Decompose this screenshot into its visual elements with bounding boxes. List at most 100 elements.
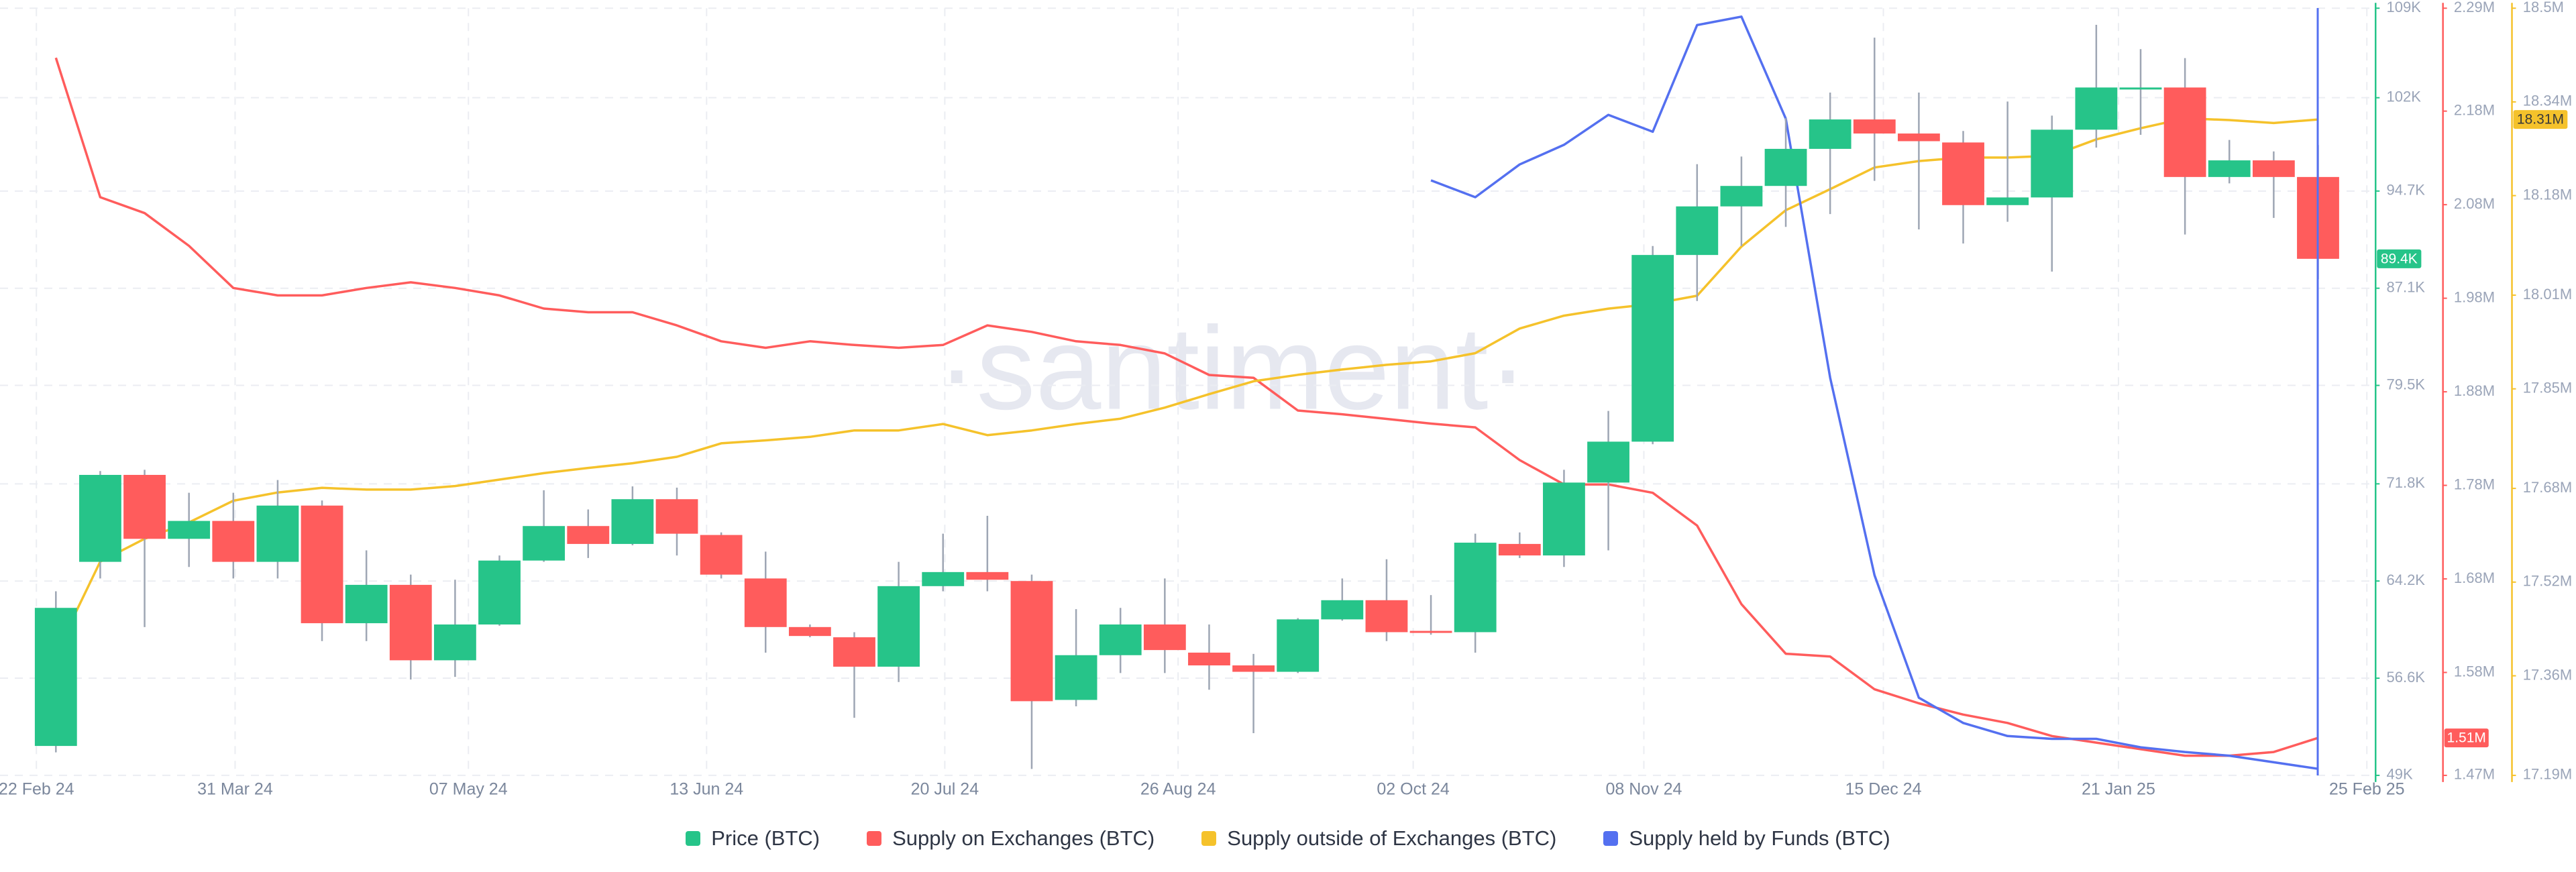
legend-swatch <box>1603 831 1619 846</box>
candle-body <box>1498 543 1541 556</box>
candle-body <box>966 571 1009 580</box>
candle-body <box>611 499 654 544</box>
candle-body <box>1365 600 1408 633</box>
legend: Price (BTC) Supply on Exchanges (BTC) Supp… <box>0 820 2576 857</box>
y-tick-label: 18.01M <box>2523 286 2572 303</box>
candle-body <box>1897 133 1940 142</box>
legend-item[interactable]: Supply outside of Exchanges (BTC) <box>1201 826 1556 851</box>
x-tick-label: 31 Mar 24 <box>197 780 273 799</box>
candle-body <box>212 521 255 562</box>
y-tick-label: 17.36M <box>2523 666 2572 683</box>
watermark: ·santiment· <box>937 303 1527 434</box>
candle-body <box>123 474 166 539</box>
y-tick-label: 2.29M <box>2454 0 2495 15</box>
y-tick-label: 79.5K <box>2386 376 2425 392</box>
last-value-badge <box>2377 249 2422 268</box>
candle-body <box>877 586 920 667</box>
x-tick-label: 13 Jun 24 <box>669 780 743 799</box>
y-tick-label: 71.8K <box>2386 474 2425 491</box>
candle-body <box>2075 87 2118 130</box>
y-tick-label: 17.52M <box>2523 573 2572 590</box>
y-tick-label: 1.68M <box>2454 569 2495 586</box>
lines <box>54 15 2319 770</box>
candle-body <box>1232 665 1275 672</box>
last-value-badge <box>2444 728 2489 748</box>
candle-body <box>1676 206 1719 256</box>
candle-body <box>2119 87 2162 90</box>
y-tick-label: 1.58M <box>2454 663 2495 679</box>
candle-body <box>478 560 521 625</box>
candle-body <box>2252 160 2295 177</box>
y-tick-label: 18.18M <box>2523 186 2572 203</box>
candle-body <box>655 499 698 534</box>
y-tick-label: 18.5M <box>2523 0 2564 15</box>
x-tick-label: 15 Dec 24 <box>1845 780 1922 799</box>
candle-body <box>389 584 432 661</box>
candle-body <box>1454 543 1497 633</box>
candle-body <box>1942 142 1984 205</box>
y-tick-label: 87.1K <box>2386 279 2425 296</box>
x-tick-label: 22 Feb 24 <box>0 780 74 799</box>
candle-body <box>1409 631 1452 633</box>
last-value-label: 18.31M <box>2517 112 2564 127</box>
candle-body <box>1010 581 1053 702</box>
candle-body <box>1809 119 1851 149</box>
candle-body <box>1099 624 1142 655</box>
y-tick-label: 56.6K <box>2386 669 2425 686</box>
last-value-badge <box>2513 110 2568 129</box>
legend-label: Supply on Exchanges (BTC) <box>892 826 1155 850</box>
candle-body <box>700 535 743 575</box>
candle-body <box>2031 129 2074 198</box>
x-tick-label: 02 Oct 24 <box>1377 780 1449 799</box>
x-tick-label: 25 Feb 25 <box>2329 780 2405 799</box>
y-tick-label: 2.18M <box>2454 101 2495 118</box>
candle-body <box>1587 441 1629 483</box>
y-tick-label: 64.2K <box>2386 571 2425 588</box>
candle-body <box>1853 119 1896 134</box>
series-line <box>54 57 2319 757</box>
y-tick-label: 17.85M <box>2523 380 2572 396</box>
y-tick-label: 2.08M <box>2454 195 2495 212</box>
candle-body <box>922 571 965 586</box>
y-tick-label: 49K <box>2386 766 2412 783</box>
series-line <box>1430 15 2318 770</box>
x-tick-label: 26 Aug 24 <box>1140 780 1216 799</box>
candle-body <box>1055 655 1097 700</box>
y-tick-label: 1.78M <box>2454 476 2495 492</box>
candle-body <box>1188 652 1230 666</box>
legend-item[interactable]: Supply held by Funds (BTC) <box>1603 826 1890 851</box>
candle-body <box>79 474 121 562</box>
candle-body <box>523 526 566 561</box>
candle-body <box>788 626 831 637</box>
axes: 22 Feb 24 31 Mar 24 07 May 24 13 Jun 24 20 J… <box>0 0 2572 799</box>
last-value-label: 1.51M <box>2447 730 2486 746</box>
grid <box>0 7 2374 776</box>
candle-body <box>1986 197 2029 205</box>
series-line <box>54 117 2318 655</box>
candle-body <box>1277 619 1320 672</box>
candle-body <box>833 637 875 667</box>
legend-item[interactable]: Supply on Exchanges (BTC) <box>867 826 1155 851</box>
x-tick-label: 07 May 24 <box>429 780 508 799</box>
candle-body <box>2208 160 2251 177</box>
y-tick-label: 1.98M <box>2454 288 2495 305</box>
candle-body <box>744 578 787 627</box>
legend-label: Supply outside of Exchanges (BTC) <box>1227 826 1557 850</box>
y-tick-label: 17.68M <box>2523 479 2572 496</box>
legend-label: Supply held by Funds (BTC) <box>1629 826 1890 850</box>
candle-body <box>34 608 77 747</box>
legend-item[interactable]: Price (BTC) <box>686 826 820 851</box>
candle-body <box>1720 186 1763 207</box>
candle-body <box>168 521 211 539</box>
y-tick-label: 102K <box>2386 88 2421 105</box>
candle-body <box>256 505 299 562</box>
candle-body <box>1631 255 1674 442</box>
last-value-label: 89.4K <box>2381 251 2418 266</box>
legend-swatch <box>867 831 882 846</box>
candle-body <box>345 584 388 624</box>
candle-body <box>1143 624 1186 651</box>
y-tick-label: 18.34M <box>2523 93 2572 109</box>
y-tick-label: 17.19M <box>2523 766 2572 783</box>
y-tick-label: 1.88M <box>2454 382 2495 399</box>
